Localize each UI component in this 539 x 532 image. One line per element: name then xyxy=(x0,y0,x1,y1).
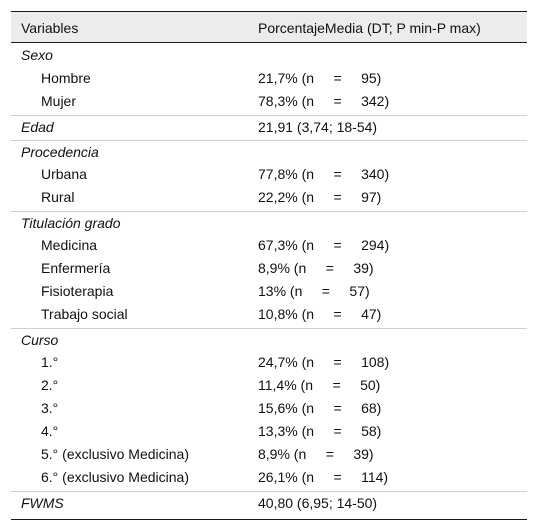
row-value: 78,3% (n = 342) xyxy=(258,93,390,109)
row-label: 1.° xyxy=(41,354,59,370)
table-row: 6.° (exclusivo Medicina) 26,1% (n = 114) xyxy=(11,466,527,489)
section-row-edad: Edad 21,91 (3,74; 18-54) xyxy=(11,115,527,138)
row-value: 13% (n = 57) xyxy=(258,283,370,299)
section-row-sexo: Sexo xyxy=(11,44,527,67)
row-value: 77,8% (n = 340) xyxy=(258,166,390,182)
table-row: Medicina 67,3% (n = 294) xyxy=(11,234,527,257)
table-row: Enfermería 8,9% (n = 39) xyxy=(11,257,527,280)
row-value: 67,3% (n = 294) xyxy=(258,237,390,253)
row-label: Mujer xyxy=(41,93,77,109)
row-label: Trabajo social xyxy=(41,306,128,322)
row-value: 8,9% (n = 39) xyxy=(258,446,374,462)
row-value: 40,80 (6,95; 14-50) xyxy=(258,495,378,511)
row-value: 21,91 (3,74; 18-54) xyxy=(258,119,378,135)
row-label: Urbana xyxy=(41,166,87,182)
section-row-curso: Curso xyxy=(11,328,527,351)
table-row: Mujer 78,3% (n = 342) xyxy=(11,90,527,113)
table-row: 2.° 11,4% (n = 50) xyxy=(11,374,527,397)
section-row-fwms: FWMS 40,80 (6,95; 14-50) xyxy=(11,491,527,514)
row-label: Rural xyxy=(41,189,75,205)
row-value: 8,9% (n = 39) xyxy=(258,260,374,276)
row-label: Fisioterapia xyxy=(41,283,114,299)
row-value: 15,6% (n = 68) xyxy=(258,400,382,416)
table-row: Urbana 77,8% (n = 340) xyxy=(11,163,527,186)
table-row: 1.° 24,7% (n = 108) xyxy=(11,351,527,374)
row-label: Sexo xyxy=(21,47,53,63)
table-row: Fisioterapia 13% (n = 57) xyxy=(11,280,527,303)
table-row: Trabajo social 10,8% (n = 47) xyxy=(11,303,527,326)
table-row: 5.° (exclusivo Medicina) 8,9% (n = 39) xyxy=(11,443,527,466)
row-label: FWMS xyxy=(21,495,64,511)
row-value: 13,3% (n = 58) xyxy=(258,423,382,439)
row-label: Curso xyxy=(21,332,59,348)
row-label: 3.° xyxy=(41,400,59,416)
section-row-titulacion: Titulación grado xyxy=(11,211,527,234)
section-row-procedencia: Procedencia xyxy=(11,140,527,163)
table-bottom-rule xyxy=(11,519,527,520)
table-row: Hombre 21,7% (n = 95) xyxy=(11,67,527,90)
row-label: Edad xyxy=(21,119,54,135)
table-row: 4.° 13,3% (n = 58) xyxy=(11,420,527,443)
table-row: Rural 22,2% (n = 97) xyxy=(11,186,527,209)
row-label: 4.° xyxy=(41,423,59,439)
table-header: Variables PorcentajeMedia (DT; P min-P m… xyxy=(11,11,527,43)
row-value: 10,8% (n = 47) xyxy=(258,306,382,322)
row-label: 5.° (exclusivo Medicina) xyxy=(41,446,189,462)
row-label: Hombre xyxy=(41,70,91,86)
row-value: 21,7% (n = 95) xyxy=(258,70,382,86)
table-row: 3.° 15,6% (n = 68) xyxy=(11,397,527,420)
row-value: 24,7% (n = 108) xyxy=(258,354,390,370)
row-label: Medicina xyxy=(41,237,98,253)
row-value: 11,4% (n = 50) xyxy=(258,377,381,393)
row-value: 22,2% (n = 97) xyxy=(258,189,382,205)
row-label: Procedencia xyxy=(21,144,99,160)
row-label: 2.° xyxy=(41,377,59,393)
row-label: Enfermería xyxy=(41,260,111,276)
header-variables: Variables xyxy=(21,20,79,36)
row-value: 26,1% (n = 114) xyxy=(258,469,389,485)
header-percentage-mean: PorcentajeMedia (DT; P min-P max) xyxy=(258,20,481,36)
row-label: 6.° (exclusivo Medicina) xyxy=(41,469,189,485)
row-label: Titulación grado xyxy=(21,215,121,231)
